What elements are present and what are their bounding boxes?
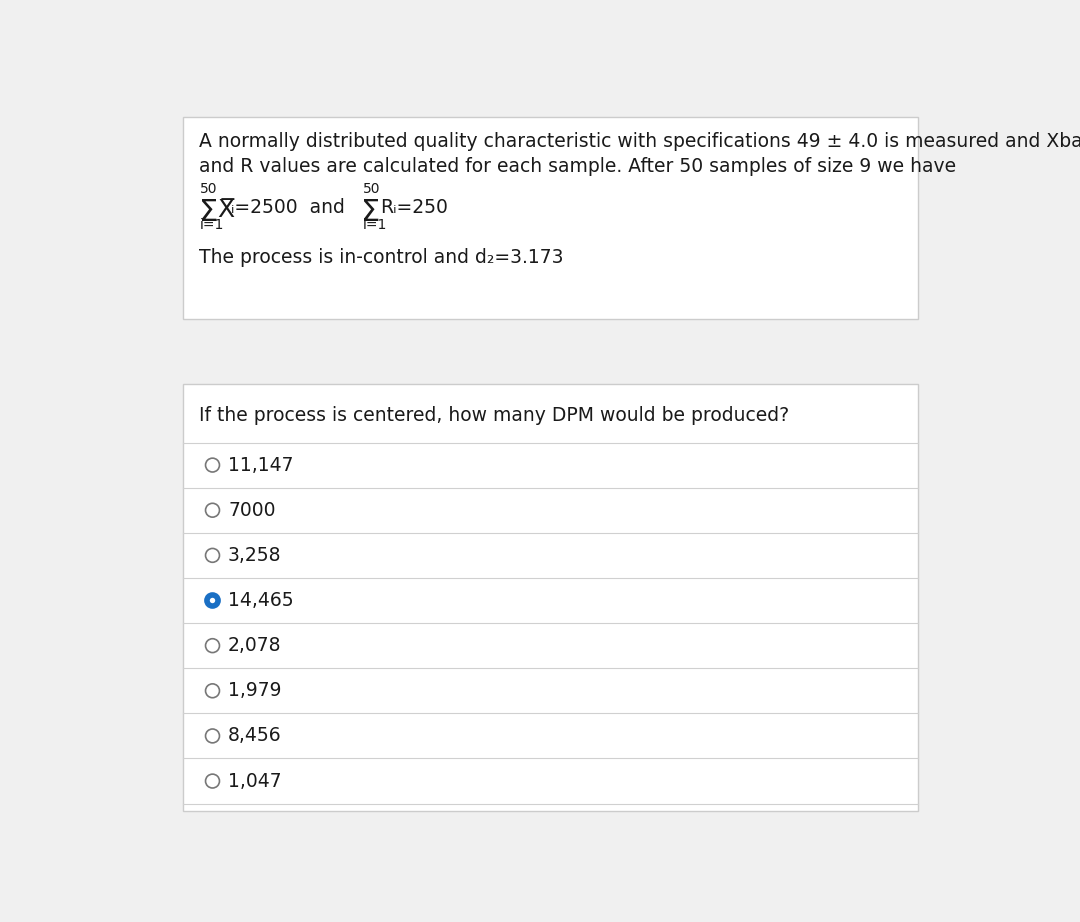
Text: The process is in-control and d₂=3.173: The process is in-control and d₂=3.173: [199, 248, 563, 266]
Text: 50: 50: [363, 183, 380, 196]
Text: 50: 50: [200, 183, 217, 196]
Bar: [183, 117, 918, 318]
Text: and R values are calculated for each sample. After 50 samples of size 9 we have: and R values are calculated for each sam…: [199, 157, 956, 176]
Circle shape: [205, 639, 219, 653]
Text: 2,078: 2,078: [228, 636, 282, 656]
Text: 8,456: 8,456: [228, 727, 282, 745]
Text: i=1: i=1: [200, 219, 225, 232]
Circle shape: [205, 684, 219, 698]
Circle shape: [205, 549, 219, 562]
Circle shape: [205, 503, 219, 517]
Text: ᵢ=2500  and: ᵢ=2500 and: [231, 197, 345, 217]
Text: 11,147: 11,147: [228, 455, 294, 475]
Text: 1,047: 1,047: [228, 772, 282, 790]
Circle shape: [205, 458, 219, 472]
Bar: [183, 384, 918, 811]
Text: Rᵢ=250: Rᵢ=250: [380, 197, 448, 217]
Text: 14,465: 14,465: [228, 591, 294, 610]
Circle shape: [205, 774, 219, 788]
Circle shape: [210, 597, 215, 603]
Text: 3,258: 3,258: [228, 546, 282, 565]
Text: A normally distributed quality characteristic with specifications 49 ± 4.0 is me: A normally distributed quality character…: [199, 132, 1080, 151]
Text: i=1: i=1: [363, 219, 388, 232]
Text: 1,979: 1,979: [228, 681, 282, 701]
Text: 7000: 7000: [228, 501, 275, 520]
Circle shape: [205, 594, 219, 608]
Circle shape: [205, 729, 219, 743]
Text: X̅: X̅: [217, 197, 234, 221]
Text: Σ: Σ: [362, 197, 380, 227]
Text: If the process is centered, how many DPM would be produced?: If the process is centered, how many DPM…: [199, 406, 788, 424]
Text: Σ: Σ: [199, 197, 218, 227]
